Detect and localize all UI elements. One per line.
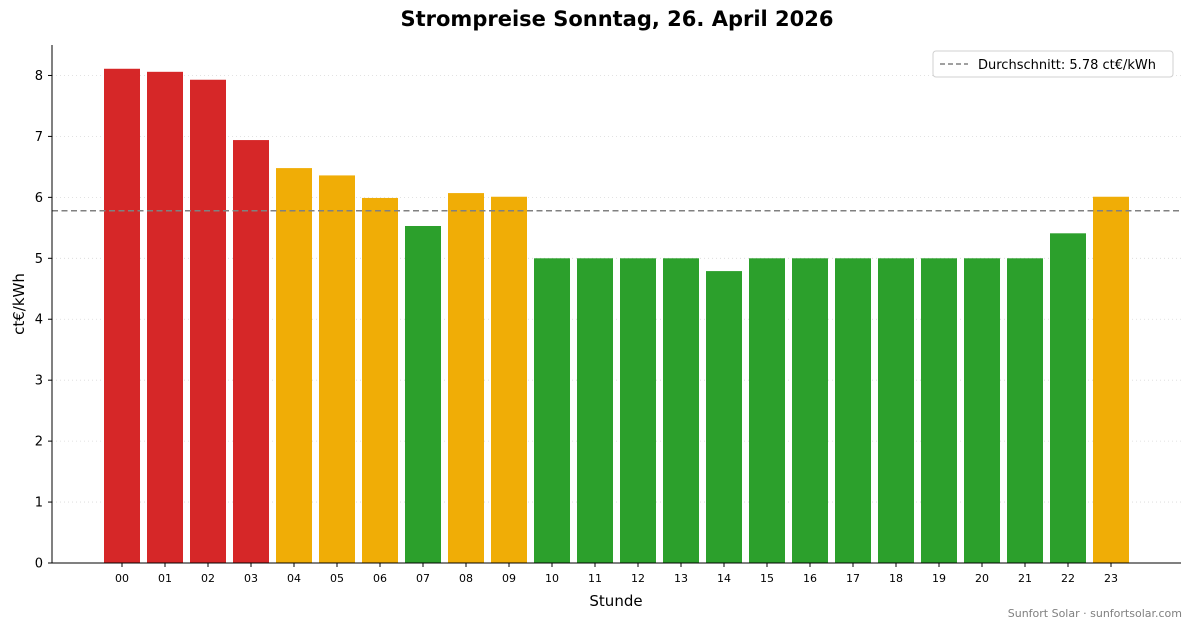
bar-hour-15 bbox=[749, 258, 785, 563]
x-tick-label: 23 bbox=[1104, 572, 1118, 585]
bar-hour-19 bbox=[921, 258, 957, 563]
x-tick-label: 22 bbox=[1061, 572, 1075, 585]
bar-hour-16 bbox=[792, 258, 828, 563]
x-tick-label: 11 bbox=[588, 572, 602, 585]
footer-credit: Sunfort Solar · sunfortsolar.com bbox=[1008, 607, 1182, 620]
legend: Durchschnitt: 5.78 ct€/kWh bbox=[932, 50, 1174, 78]
x-tick-label: 20 bbox=[975, 572, 989, 585]
bar-hour-18 bbox=[878, 258, 914, 563]
y-axis-label: ct€/kWh bbox=[10, 273, 28, 335]
y-tick-label: 2 bbox=[35, 435, 43, 450]
bar-hour-23 bbox=[1093, 196, 1129, 563]
bar-hour-01 bbox=[147, 71, 183, 563]
legend-box bbox=[932, 50, 1174, 78]
bar-hour-17 bbox=[835, 258, 871, 563]
bar-hour-00 bbox=[104, 68, 140, 563]
y-tick-label: 3 bbox=[35, 374, 43, 389]
bar-hour-11 bbox=[577, 258, 613, 563]
y-tick-label: 1 bbox=[35, 496, 43, 511]
x-tick-label: 14 bbox=[717, 572, 731, 585]
y-tick-label: 4 bbox=[35, 313, 43, 328]
x-ticks: 00 01 02 03 04 05 06 07 08 09 10 11 12 13 14 15 16 17 18 19… bbox=[115, 563, 1118, 585]
y-tick-label: 7 bbox=[35, 130, 43, 145]
x-tick-label: 15 bbox=[760, 572, 774, 585]
x-tick-label: 04 bbox=[287, 572, 301, 585]
y-tick-label: 6 bbox=[35, 191, 43, 206]
bars bbox=[104, 68, 1129, 564]
x-tick-label: 21 bbox=[1018, 572, 1032, 585]
x-tick-label: 12 bbox=[631, 572, 645, 585]
x-tick-label: 07 bbox=[416, 572, 430, 585]
x-tick-label: 18 bbox=[889, 572, 903, 585]
x-tick-label: 10 bbox=[545, 572, 559, 585]
bar-hour-02 bbox=[190, 79, 226, 563]
legend-label: Durchschnitt: 5.78 ct€/kWh bbox=[978, 58, 1156, 73]
bar-hour-22 bbox=[1050, 233, 1086, 564]
x-tick-label: 00 bbox=[115, 572, 129, 585]
y-tick-label: 5 bbox=[35, 252, 43, 267]
axes bbox=[51, 45, 1181, 564]
y-ticks: 0 1 2 3 4 5 6 7 8 bbox=[35, 69, 52, 572]
chart-title: Strompreise Sonntag, 26. April 2026 bbox=[400, 7, 833, 31]
x-axis-label: Stunde bbox=[589, 592, 642, 610]
bar-hour-12 bbox=[620, 258, 656, 563]
bar-hour-04 bbox=[276, 168, 312, 563]
bar-hour-07 bbox=[405, 225, 441, 563]
x-tick-label: 19 bbox=[932, 572, 946, 585]
x-tick-label: 17 bbox=[846, 572, 860, 585]
bar-hour-20 bbox=[964, 258, 1000, 563]
x-tick-label: 05 bbox=[330, 572, 344, 585]
x-tick-label: 08 bbox=[459, 572, 473, 585]
bar-hour-03 bbox=[233, 140, 269, 563]
x-tick-label: 16 bbox=[803, 572, 817, 585]
bar-hour-21 bbox=[1007, 258, 1043, 563]
bar-hour-14 bbox=[706, 271, 742, 563]
x-tick-label: 02 bbox=[201, 572, 215, 585]
x-tick-label: 03 bbox=[244, 572, 258, 585]
bar-hour-09 bbox=[491, 196, 527, 563]
y-tick-label: 0 bbox=[35, 557, 43, 572]
bar-hour-10 bbox=[534, 258, 570, 563]
x-tick-label: 01 bbox=[158, 572, 172, 585]
x-tick-label: 13 bbox=[674, 572, 688, 585]
y-tick-label: 8 bbox=[35, 69, 43, 84]
bar-hour-13 bbox=[663, 258, 699, 563]
x-tick-label: 09 bbox=[502, 572, 516, 585]
bar-hour-05 bbox=[319, 175, 355, 563]
bar-hour-06 bbox=[362, 197, 398, 564]
bar-hour-08 bbox=[448, 193, 484, 564]
x-tick-label: 06 bbox=[373, 572, 387, 585]
